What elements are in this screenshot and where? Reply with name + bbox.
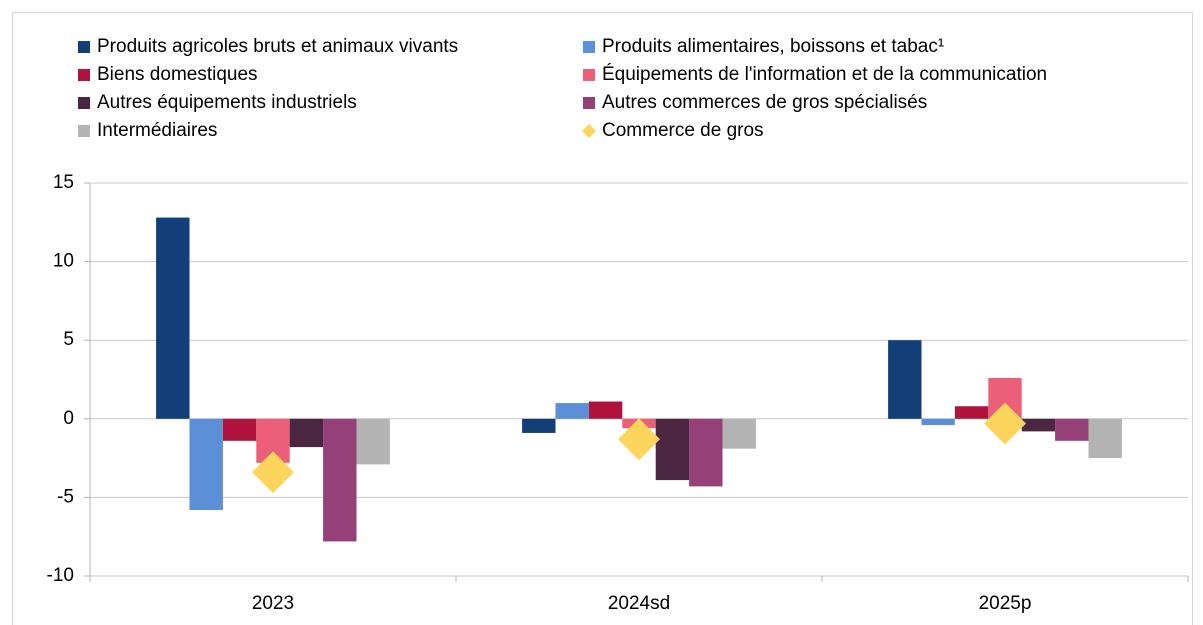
bar [522, 418, 556, 433]
x-tick-label: 2024sd [608, 593, 670, 614]
legend-label: Autres commerces de gros spécialisés [602, 92, 927, 113]
legend-swatch [583, 41, 595, 53]
x-tick-label: 2023 [252, 593, 294, 614]
legend-swatch [78, 69, 90, 81]
bar [323, 418, 357, 542]
bar [954, 406, 989, 419]
bar [888, 340, 922, 419]
diamond-marker [984, 402, 1026, 445]
bar [1088, 418, 1122, 459]
bar [289, 418, 324, 448]
bar [1055, 418, 1089, 441]
y-tick-label: 10 [53, 251, 74, 272]
legend-label: Produits alimentaires, boissons et tabac… [602, 36, 944, 57]
legend-swatch [583, 69, 595, 81]
y-tick-label: 15 [53, 172, 74, 193]
legend-swatch [78, 97, 90, 109]
legend-label: Produits agricoles bruts et animaux viva… [97, 36, 458, 57]
diamond-marker [618, 418, 660, 461]
bar [689, 418, 723, 487]
legend-label: Intermédiaires [97, 120, 217, 141]
bar [655, 418, 690, 481]
x-tick-label: 2025p [979, 593, 1032, 614]
bar [1021, 418, 1056, 432]
bar [588, 401, 623, 419]
bar [722, 418, 756, 449]
bar [222, 418, 257, 441]
legend-swatch [78, 125, 90, 137]
bar [156, 217, 190, 419]
chart-frame [12, 12, 1193, 625]
y-tick-label: 5 [63, 329, 74, 350]
bar [555, 403, 589, 419]
y-tick-label: 0 [63, 408, 74, 429]
legend-label: Autres équipements industriels [97, 92, 357, 113]
legend-label: Biens domestiques [97, 64, 258, 85]
bar [189, 418, 223, 510]
y-tick-label: -5 [57, 486, 74, 507]
legend-swatch [583, 97, 595, 109]
legend-label: Commerce de gros [602, 120, 764, 141]
bar [356, 418, 390, 465]
bar [921, 418, 955, 426]
legend-swatch [78, 41, 90, 53]
legend-swatch [582, 124, 596, 138]
diamond-marker [252, 451, 294, 494]
y-tick-label: -10 [47, 565, 74, 586]
legend-label: Équipements de l'information et de la co… [602, 64, 1047, 85]
